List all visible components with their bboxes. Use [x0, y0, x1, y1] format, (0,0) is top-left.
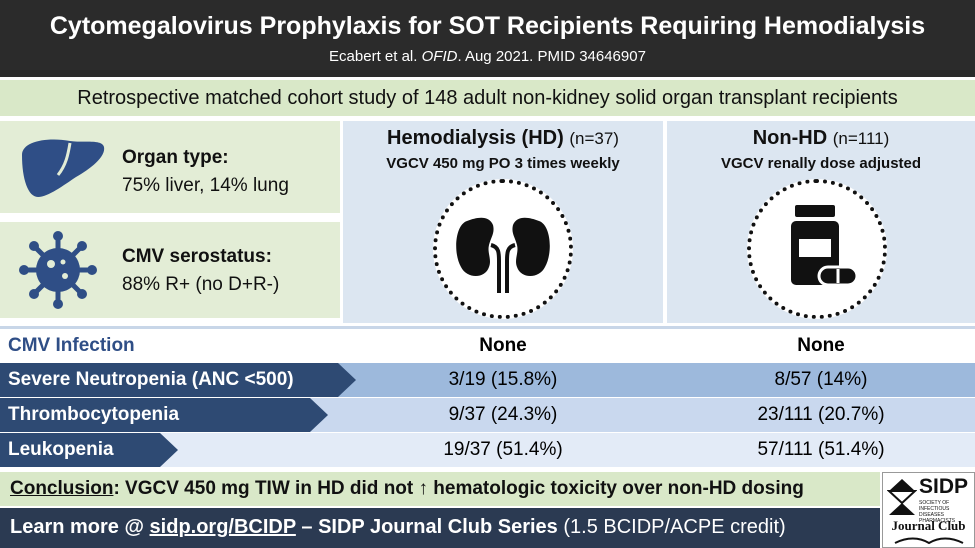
serostatus-panel: CMV serostatus: 88% R+ (no D+R-): [0, 222, 340, 318]
footer-banner: Learn more @ sidp.org/BCIDP – SIDP Journ…: [0, 508, 880, 548]
non-hd-arm-regimen: VGCV renally dose adjusted: [720, 155, 922, 172]
book-icon: [894, 537, 964, 545]
label-arrow-shape: [0, 398, 328, 432]
table-row: CMV Infection None None: [0, 326, 975, 363]
page-title: Cytomegalovirus Prophylaxis for SOT Reci…: [49, 12, 926, 40]
conclusion-banner: Conclusion: VGCV 450 mg TIW in HD did no…: [0, 472, 880, 506]
organ-type-panel: Organ type: 75% liver, 14% lung: [0, 121, 340, 213]
outcome-label: CMV Infection: [8, 335, 135, 356]
non-hd-arm-title: Non-HD (n=111): [667, 127, 975, 150]
virus-icon: [19, 231, 97, 309]
outcome-hd-value: 9/37 (24.3%): [448, 404, 558, 425]
non-hd-arm-n: (n=111): [832, 129, 890, 148]
non-hd-arm-icon-circle: [747, 179, 887, 319]
serostatus-value: 88% R+ (no D+R-): [122, 274, 280, 295]
outcome-non-hd-value: 8/57 (14%): [774, 369, 868, 390]
outcome-hd-value: 19/37 (51.4%): [443, 439, 563, 460]
table-row: Thrombocytopenia 9/37 (24.3%) 23/111 (20…: [0, 398, 975, 432]
table-row: Leukopenia 19/37 (51.4%) 57/111 (51.4%): [0, 433, 975, 467]
outcome-hd-value: 3/19 (15.8%): [448, 369, 558, 390]
logo-name: SIDP: [919, 475, 969, 498]
serostatus-heading: CMV serostatus:: [122, 246, 272, 267]
hd-arm-title: Hemodialysis (HD) (n=37): [343, 127, 663, 150]
pill-bottle-icon: [791, 205, 859, 287]
footer-link[interactable]: sidp.org/BCIDP: [149, 516, 296, 538]
hd-arm-n: (n=37): [569, 129, 619, 148]
hd-arm-icon-circle: [433, 179, 573, 319]
header: Cytomegalovirus Prophylaxis for SOT Reci…: [0, 0, 975, 77]
citation: Ecabert et al. OFID. Aug 2021. PMID 3464…: [0, 48, 975, 65]
kidney-icon: [456, 217, 550, 293]
citation-details: . Aug 2021. PMID 34646907: [457, 48, 646, 65]
footer-credit: (1.5 BCIDP/ACPE credit): [557, 516, 786, 538]
table-row: Severe Neutropenia (ANC <500) 3/19 (15.8…: [0, 363, 975, 397]
liver-icon: [22, 139, 105, 197]
conclusion-text: : VGCV 450 mg TIW in HD did not ↑ hemato…: [113, 478, 804, 499]
footer-series: – SIDP Journal Club Series: [295, 516, 558, 538]
outcome-hd-value: None: [479, 335, 527, 356]
hd-arm-panel: Hemodialysis (HD) (n=37) VGCV 450 mg PO …: [343, 121, 663, 323]
outcome-non-hd-value: 23/111 (20.7%): [757, 404, 885, 425]
label-arrow-shape: [0, 363, 356, 397]
organ-type-heading: Organ type:: [122, 147, 229, 168]
footer-prefix: Learn more @: [10, 516, 150, 538]
hd-arm-regimen: VGCV 450 mg PO 3 times weekly: [386, 155, 620, 172]
outcome-non-hd-value: None: [797, 335, 845, 356]
sidp-logo: SIDP SOCIETY OF INFECTIOUS DISEASES PHAR…: [882, 472, 975, 548]
citation-journal: OFID: [421, 48, 458, 65]
logo-tagline: SOCIETY OF INFECTIOUS DISEASES PHARMACIS…: [919, 500, 956, 524]
outcome-label: Leukopenia: [8, 439, 114, 460]
outcome-label: Severe Neutropenia (ANC <500): [8, 369, 294, 390]
hd-arm-name: Hemodialysis (HD): [387, 127, 564, 149]
study-design-banner: Retrospective matched cohort study of 14…: [0, 77, 975, 119]
non-hd-arm-panel: Non-HD (n=111) VGCV renally dose adjuste…: [667, 121, 975, 323]
label-arrow-shape: [0, 433, 178, 467]
conclusion-label: Conclusion: [10, 478, 114, 499]
outcome-non-hd-value: 57/111 (51.4%): [757, 439, 885, 460]
non-hd-arm-name: Non-HD: [752, 127, 828, 149]
organ-type-value: 75% liver, 14% lung: [122, 175, 289, 196]
citation-authors: Ecabert et al.: [329, 48, 418, 65]
outcome-label: Thrombocytopenia: [8, 404, 180, 425]
logo-mark-icon: [887, 479, 917, 515]
logo-subtitle: Journal Club: [891, 518, 966, 533]
